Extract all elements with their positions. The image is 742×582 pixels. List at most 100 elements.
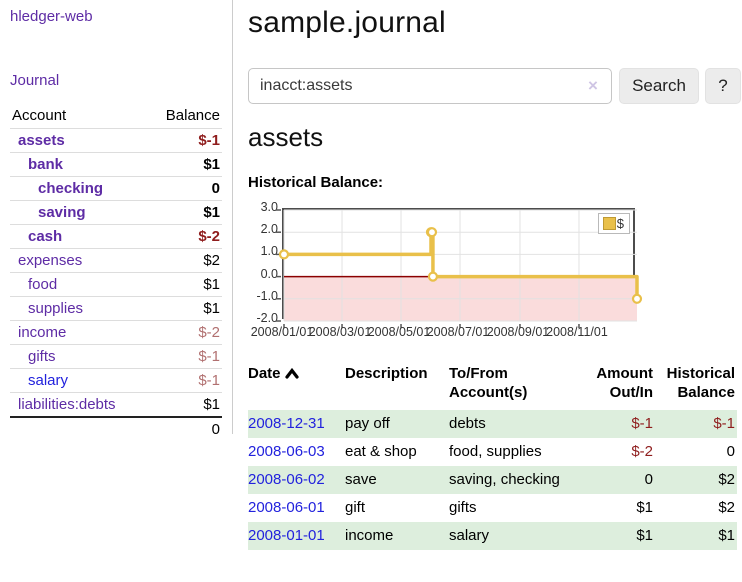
app-title-link[interactable]: hledger-web [10,8,93,25]
account-row: expenses $2 [10,248,222,273]
transaction-row: 2008-06-02 save saving, checking 0 $2 [248,466,737,494]
chart-legend: $ [597,213,630,234]
register-table: Date Description To/From Account(s) Amou… [248,360,737,550]
account-row: supplies $1 [10,296,222,321]
accounts-total-row: 0 [10,417,222,441]
sidebar-divider [232,0,233,434]
date-column-header[interactable]: Date [248,360,345,410]
clear-search-icon[interactable]: × [588,76,598,95]
account-row: bank $1 [10,152,222,177]
account-row: income $-2 [10,320,222,345]
account-row: assets $-1 [10,128,222,153]
y-tick-label: 1.0 [260,244,278,259]
account-row: salary $-1 [10,368,222,393]
legend-label: $ [616,216,624,231]
transaction-balance: 0 [726,443,735,460]
account-balance: $-2 [146,320,222,345]
account-link[interactable]: cash [28,228,63,245]
chart-canvas [276,209,643,328]
account-balance: $1 [146,392,222,418]
account-balance: $-1 [146,344,222,369]
x-tick-label: 2008/03/01 [308,325,372,339]
account-link[interactable]: assets [18,132,65,149]
account-link[interactable]: bank [28,156,64,173]
transaction-row: 2008-01-01 income salary $1 $1 [248,522,737,550]
transaction-accounts: salary [449,522,579,550]
transaction-amount: $-1 [579,410,655,438]
accounts-table-header: Account Balance [10,104,222,129]
account-balance: $1 [146,200,222,225]
transaction-date-link[interactable]: 2008-12-31 [248,415,325,432]
y-tick-label: 0.0 [260,266,278,281]
transaction-balance: $2 [655,466,737,494]
chart-title: Historical Balance: [248,174,384,191]
account-link[interactable]: food [28,276,58,293]
account-link[interactable]: checking [38,180,104,197]
help-button[interactable]: ? [705,68,741,104]
amount-column-header[interactable]: Amount Out/In [596,365,653,401]
search-button[interactable]: Search [619,68,699,104]
account-link[interactable]: liabilities:debts [18,396,116,413]
account-balance: $-1 [146,368,222,393]
transaction-balance: $-1 [655,410,737,438]
transaction-amount: $-2 [631,443,653,460]
transaction-description: eat & shop [345,443,417,460]
account-link[interactable]: expenses [18,252,83,269]
accounts-table: Account Balance assets $-1 bank $1 check… [10,104,222,441]
account-balance: $1 [146,272,222,297]
transaction-description: save [345,466,449,494]
accounts-column-header[interactable]: To/From Account(s) [449,365,528,401]
account-row: saving $1 [10,200,222,225]
chart-plot-area: $ [276,208,643,328]
account-balance: $-1 [146,128,222,153]
transaction-balance: $1 [655,522,737,550]
y-tick-label: 3.0 [260,200,278,214]
account-balance: $2 [146,248,222,273]
page-title: sample.journal [248,6,446,39]
transaction-accounts: gifts [449,499,477,516]
register-header-row: Date Description To/From Account(s) Amou… [248,360,737,410]
account-balance: $1 [146,296,222,321]
sidebar: hledger-web Journal Account Balance asse… [0,0,232,582]
transaction-date-link[interactable]: 2008-01-01 [248,527,325,544]
transaction-row: 2008-06-01 gift gifts $1 $2 [248,494,737,522]
sidebar-item-journal[interactable]: Journal [10,72,60,89]
account-link[interactable]: income [18,324,67,341]
historical-balance-chart: 3.0 2.0 1.0 0.0 -1.0 -2.0 $ 2008/01/01 2008/03… [248,200,718,342]
transaction-date-link[interactable]: 2008-06-03 [248,443,325,460]
transaction-row: 2008-06-03 eat & shop food, supplies $-2… [248,438,737,466]
y-tick-label: -2.0 [256,311,278,325]
transaction-amount: $1 [636,499,653,516]
transaction-row: 2008-12-31 pay off debts $-1 $-1 [248,410,737,438]
account-link[interactable]: saving [38,204,86,221]
balance-column-header-main[interactable]: Historical Balance [666,365,735,401]
account-link[interactable]: supplies [28,300,84,317]
account-row: gifts $-1 [10,344,222,369]
accounts-total-value: 0 [211,421,220,438]
account-row: checking 0 [10,176,222,201]
transaction-description: pay off [345,410,449,438]
description-column-header[interactable]: Description [345,365,428,382]
account-link[interactable]: gifts [28,348,56,365]
transaction-date-link[interactable]: 2008-06-01 [248,499,325,516]
transaction-accounts: food, supplies [449,443,542,460]
account-balance: 0 [146,176,222,201]
account-row: cash $-2 [10,224,222,249]
account-balance: $-2 [146,224,222,249]
transaction-accounts: saving, checking [449,466,579,494]
transaction-description: gift [345,499,366,516]
y-tick-label: 2.0 [260,222,278,237]
search-input[interactable] [248,68,612,104]
y-tick-label: -1.0 [256,288,278,303]
sort-ascending-icon [284,365,299,384]
transaction-amount: 0 [579,466,655,494]
x-tick-label: 2008/07/01 [426,325,490,339]
account-column-header: Account [10,104,147,129]
account-row: liabilities:debts $1 [10,392,222,418]
account-link[interactable]: salary [28,372,69,389]
transaction-description: income [345,522,449,550]
transaction-balance: $2 [718,499,735,516]
legend-swatch-icon [602,217,616,230]
transaction-accounts: debts [449,410,579,438]
transaction-date-link[interactable]: 2008-06-02 [248,471,325,488]
